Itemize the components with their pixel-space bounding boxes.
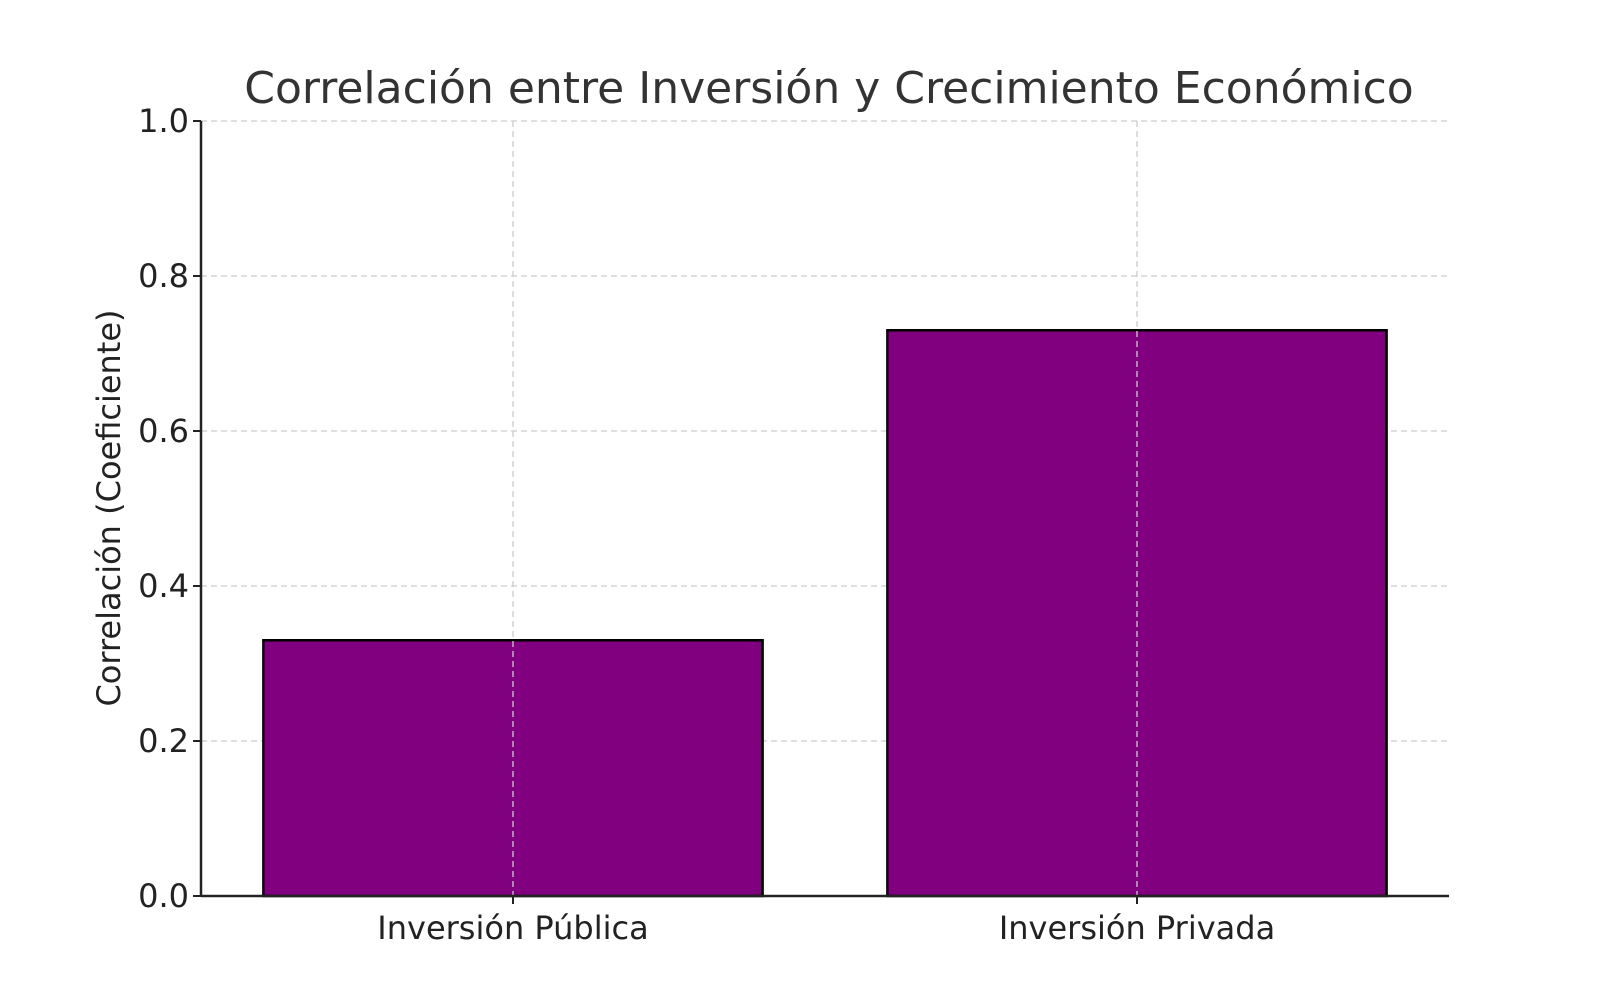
bar xyxy=(262,639,764,898)
x-tick-label: Inversión Privada xyxy=(999,909,1275,947)
axes xyxy=(193,120,1449,904)
bars xyxy=(262,329,1388,898)
y-tick-labels: 0.0 0.2 0.4 0.6 0.8 1.0 xyxy=(138,102,189,915)
vertical-grid-lines xyxy=(512,121,1138,896)
x-tick-label: Inversión Pública xyxy=(377,909,648,947)
y-axis-label: Correlación (Coeficiente) xyxy=(90,309,128,706)
y-tick-label: 0.0 xyxy=(138,877,189,915)
y-tick-label: 1.0 xyxy=(138,102,189,140)
y-tick-label: 0.6 xyxy=(138,412,189,450)
y-tick-label: 0.2 xyxy=(138,722,189,760)
y-tick-label: 0.8 xyxy=(138,257,189,295)
chart-title: Correlación entre Inversión y Crecimient… xyxy=(244,63,1413,114)
x-tick-labels: Inversión Pública Inversión Privada xyxy=(377,909,1275,947)
y-tick-label: 0.4 xyxy=(138,567,189,605)
